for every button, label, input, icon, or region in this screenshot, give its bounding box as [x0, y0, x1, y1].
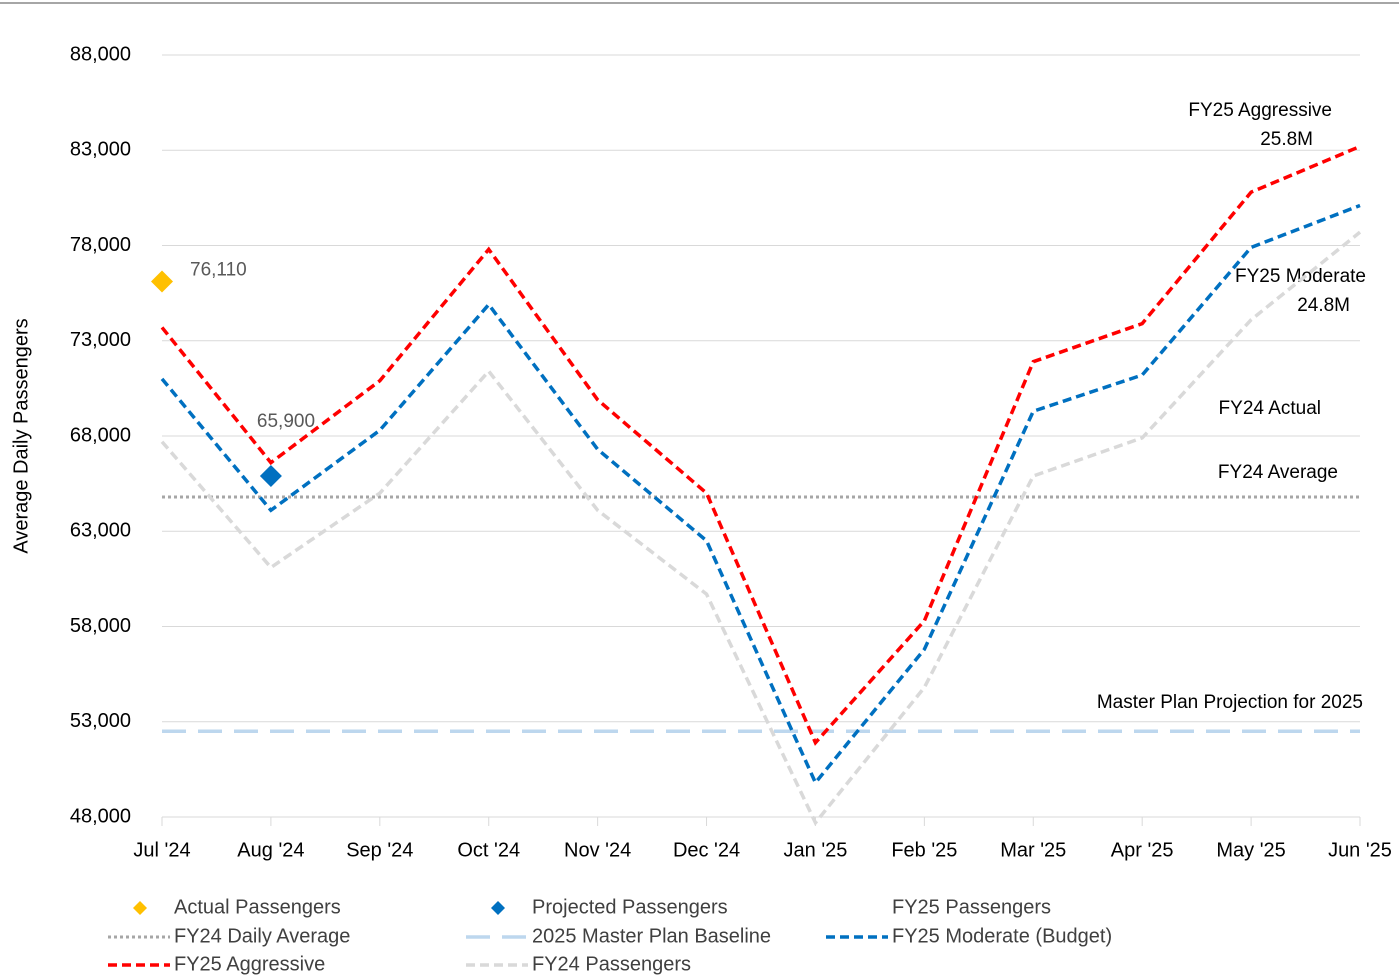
legend-label: Projected Passengers — [532, 896, 728, 918]
annotation: FY25 Aggressive — [1188, 100, 1332, 121]
series-line — [160, 230, 1362, 826]
x-tick-label: Aug '24 — [237, 839, 304, 861]
annotation: FY24 Actual — [1219, 398, 1321, 419]
legend-label: FY25 Passengers — [892, 896, 1051, 918]
x-tick-label: Nov '24 — [564, 839, 631, 861]
legend-marker — [491, 901, 505, 915]
legend-label: FY24 Passengers — [532, 953, 691, 975]
legend-label: Actual Passengers — [174, 896, 341, 918]
series-line — [160, 203, 1361, 787]
x-tick-label: Apr '25 — [1111, 839, 1174, 861]
y-tick-label: 73,000 — [70, 329, 131, 351]
y-tick-label: 68,000 — [70, 424, 131, 446]
x-tick-label: Mar '25 — [1000, 839, 1066, 861]
annotation: 25.8M — [1260, 129, 1313, 150]
y-tick-label: 48,000 — [70, 805, 131, 827]
y-tick-label: 78,000 — [70, 234, 131, 256]
x-tick-label: Feb '25 — [891, 839, 957, 861]
legend-label: 2025 Master Plan Baseline — [532, 925, 771, 947]
annotation: Master Plan Projection for 2025 — [1097, 692, 1363, 713]
x-tick-label: Jun '25 — [1328, 839, 1392, 861]
x-tick-label: Oct '24 — [457, 839, 520, 861]
annotation: FY25 Moderate — [1235, 266, 1366, 287]
point-marker — [151, 270, 173, 293]
x-tick-label: May '25 — [1216, 839, 1285, 861]
annotation: 24.8M — [1297, 295, 1350, 316]
y-tick-label: 53,000 — [70, 710, 131, 732]
legend-label: FY24 Daily Average — [174, 925, 350, 947]
x-tick-label: Sep '24 — [346, 839, 413, 861]
legend-label: FY25 Aggressive — [174, 953, 325, 975]
x-tick-label: Dec '24 — [673, 839, 740, 861]
data-label: 76,110 — [190, 260, 247, 281]
legend-marker — [133, 901, 147, 915]
series-line — [160, 144, 1361, 746]
y-tick-label: 83,000 — [70, 139, 131, 161]
x-tick-label: Jul '24 — [133, 839, 190, 861]
y-tick-label: 58,000 — [70, 615, 131, 637]
data-label: 65,900 — [257, 411, 315, 432]
point-marker — [259, 465, 282, 488]
y-axis-label: Average Daily Passengers — [10, 318, 32, 553]
y-tick-label: 88,000 — [70, 43, 131, 65]
x-tick-label: Jan '25 — [784, 839, 848, 861]
y-tick-label: 63,000 — [70, 520, 131, 542]
annotation: FY24 Average — [1218, 462, 1338, 483]
legend-label: FY25 Moderate (Budget) — [892, 925, 1112, 947]
